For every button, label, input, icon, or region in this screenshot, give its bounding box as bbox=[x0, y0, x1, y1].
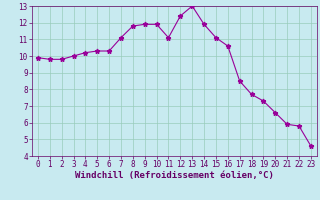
X-axis label: Windchill (Refroidissement éolien,°C): Windchill (Refroidissement éolien,°C) bbox=[75, 171, 274, 180]
